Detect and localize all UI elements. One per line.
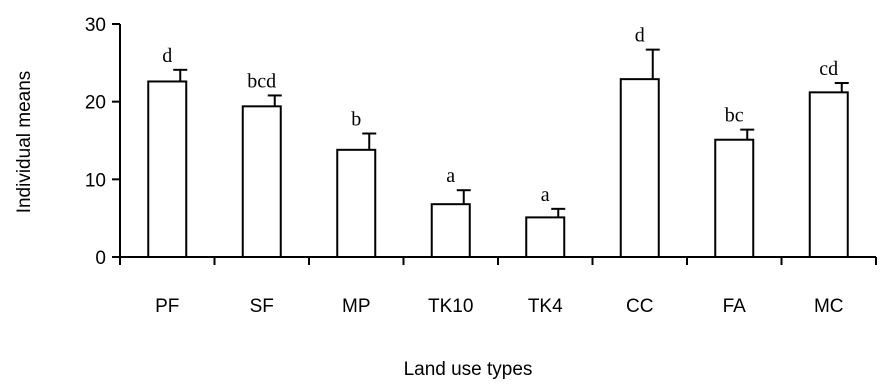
y-tick-label: 0 bbox=[95, 248, 106, 269]
significance-label: bcd bbox=[247, 70, 276, 92]
x-tick-label: TK4 bbox=[528, 296, 563, 317]
y-tick-label: 10 bbox=[85, 170, 106, 191]
y-tick-label: 20 bbox=[85, 93, 106, 114]
significance-label: bc bbox=[725, 105, 744, 127]
x-axis-title: Land use types bbox=[404, 359, 533, 380]
significance-label: b bbox=[351, 109, 361, 131]
bar-mp bbox=[336, 148, 377, 259]
x-tick-label: SF bbox=[250, 296, 274, 317]
bar-tk10 bbox=[430, 203, 471, 258]
x-tick-label: CC bbox=[626, 296, 653, 317]
bar-tk4 bbox=[525, 216, 566, 258]
x-tick-label: MP bbox=[342, 296, 371, 317]
y-axis: 0 10 20 30 bbox=[85, 15, 121, 269]
significance-label: cd bbox=[819, 58, 838, 80]
bar-cc bbox=[619, 78, 660, 259]
bar-sf bbox=[241, 105, 282, 259]
bar-fa bbox=[714, 138, 755, 258]
x-tick-label: TK10 bbox=[428, 296, 473, 317]
y-tick-label: 30 bbox=[85, 15, 106, 36]
significance-label: a bbox=[541, 184, 550, 206]
x-axis: PF SF MP TK10 TK4 CC FA MC bbox=[119, 256, 877, 317]
x-tick-label: MC bbox=[814, 296, 844, 317]
significance-label: d bbox=[162, 45, 172, 67]
x-tick-label: PF bbox=[155, 296, 179, 317]
significance-label: a bbox=[446, 165, 455, 187]
bar-mc bbox=[808, 91, 849, 258]
x-tick-label: FA bbox=[723, 296, 747, 317]
bar-pf bbox=[147, 80, 188, 259]
significance-label: d bbox=[635, 25, 645, 47]
bars: d bcd b a a d bc cd bbox=[147, 25, 849, 259]
y-axis-title: Individual means bbox=[14, 71, 35, 214]
